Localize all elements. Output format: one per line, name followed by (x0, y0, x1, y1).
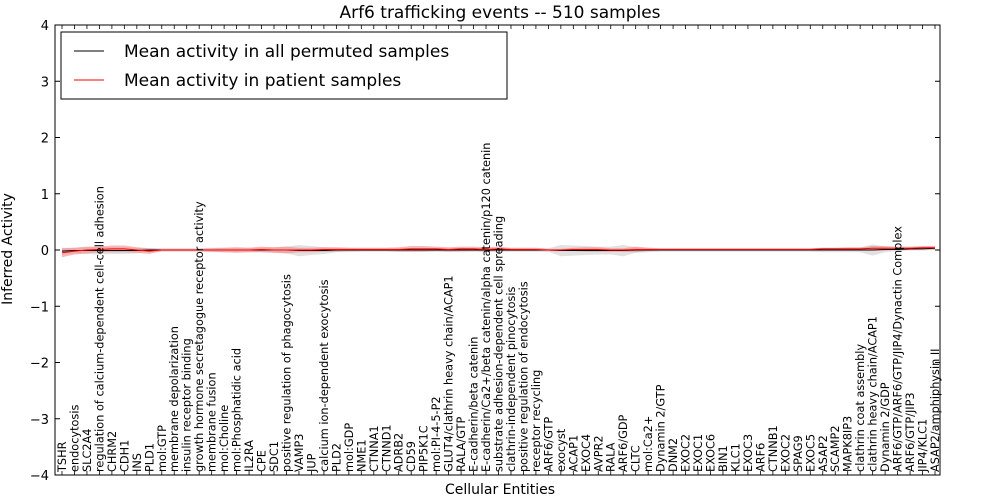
category-label: clathrin coat assembly (854, 344, 867, 472)
category-label: clathrin heavy chain/ACAP1 (867, 316, 880, 472)
category-label: mol:GTP (156, 425, 169, 472)
category-label: IL2RA (243, 440, 256, 472)
category-label: mol:GDP (343, 423, 356, 472)
category-label: E-cadherin/Ca2+/beta catenin/alpha caten… (480, 143, 493, 472)
category-label: KLC1 (729, 443, 742, 472)
category-label: growth hormone secretagogue receptor act… (193, 201, 206, 472)
y-tick-label: −1 (30, 300, 49, 315)
legend-label-permuted: Mean activity in all permuted samples (124, 42, 449, 62)
plot-frame (54, 24, 941, 476)
y-axis-title: Inferred Activity (0, 193, 16, 305)
y-axis-ticks: −4 −3 −2 −1 0 1 2 3 4 (30, 19, 940, 484)
category-label: membrane depolarization (168, 326, 181, 472)
category-label: CLTC (630, 445, 643, 472)
category-label: EXOC6 (705, 434, 718, 472)
category-label: CDH1 (118, 440, 131, 472)
y-tick-label: −4 (30, 469, 49, 484)
category-label: EXOC1 (692, 434, 705, 472)
category-label: JUP (305, 453, 318, 473)
category-label: E-cadherin/beta catenin (468, 337, 481, 472)
category-label: NME1 (355, 439, 368, 472)
category-label: receptor recycling (530, 370, 543, 472)
category-label: ARF6 (754, 443, 767, 472)
category-label: EXOC2 (680, 434, 693, 472)
category-label: EXOC3 (742, 434, 755, 472)
line-patient (61, 247, 935, 254)
category-label: regulation of calcium-dependent cell-cel… (93, 186, 106, 472)
category-label: SDC1 (268, 441, 281, 472)
category-label: PLD1 (143, 443, 156, 472)
category-label: CPE (256, 450, 269, 472)
y-tick-label: −2 (30, 357, 49, 372)
category-label: clathrin-independent pinocytosis (505, 286, 518, 472)
legend-box (60, 31, 508, 100)
category-label: substrate adhesion-dependent cell spread… (493, 216, 506, 472)
category-label: positive regulation of phagocytosis (280, 274, 293, 472)
category-label: GLUT4/clathrin heavy chain/ACAP1 (443, 275, 456, 472)
category-label: RALA (605, 442, 618, 472)
category-label: CTNNB1 (767, 425, 780, 472)
y-tick-label: 2 (41, 132, 49, 147)
category-label: CHRM2 (106, 431, 119, 472)
category-label: Dynamin 2/GTP (655, 384, 668, 472)
legend-label-patient: Mean activity in patient samples (124, 71, 401, 91)
category-label: mol:Ca2+ (642, 416, 655, 472)
category-label: ASAP2 (817, 435, 830, 472)
category-label: ARF6/GTP/ARF6/GTP/JIP4/Dynactin Complex (892, 226, 905, 472)
category-label: ARF6/GTP (542, 417, 555, 472)
category-label: mol:PI-4-5-P2 (430, 396, 443, 472)
category-label: MAPK8IP3 (842, 416, 855, 472)
y-tick-label: 0 (41, 244, 49, 259)
category-label: RALA/GTP (455, 417, 468, 472)
category-label: VAMP3 (293, 434, 306, 472)
category-label: EXOC4 (580, 434, 593, 472)
category-label: INS (131, 453, 144, 472)
category-label: CTNNA1 (368, 425, 381, 472)
category-label: endocytosis (68, 405, 81, 472)
y-tick-label: 4 (41, 19, 49, 34)
category-label: JIP4/KLC1 (917, 419, 930, 473)
category-label: SPAG9 (792, 435, 805, 472)
category-label: SCAMP2 (829, 425, 842, 472)
category-label: exocyst (555, 428, 568, 472)
y-tick-label: 3 (41, 75, 49, 90)
category-label: ADRB2 (393, 433, 406, 472)
category-label: BIN1 (717, 445, 730, 472)
y-tick-label: 1 (41, 188, 49, 203)
category-label: ACAP1 (567, 435, 580, 472)
series-lines (61, 247, 936, 254)
category-label: positive regulation of endocytosis (517, 281, 530, 472)
category-label: calcium ion-dependent exocytosis (318, 279, 331, 472)
x-axis-ticks (61, 25, 936, 475)
category-label: EXOC5 (804, 434, 817, 472)
chart-title: Arf6 trafficking events -- 510 samples (339, 3, 660, 23)
category-label: TSHR (56, 441, 69, 473)
category-label: ARF6/GTP/JIP3 (904, 392, 917, 472)
category-label: CTNND1 (380, 424, 393, 472)
category-label: DNM2 (667, 438, 680, 472)
y-tick-label: −3 (30, 413, 49, 428)
category-label: mol:Phosphatidic acid (231, 348, 244, 472)
category-label: membrane fusion (206, 372, 219, 472)
category-label: AVPR2 (592, 435, 605, 472)
category-label: CD59 (405, 441, 418, 472)
category-label: Dynamin 2/GDP (879, 382, 892, 472)
legend: Mean activity in all permuted samples Me… (60, 31, 508, 100)
category-label: EXOC2 (779, 434, 792, 472)
category-label: PIP5K1C (418, 425, 431, 472)
category-label: ASAP2/amphiphysin II (929, 349, 942, 473)
category-label: ARF6/GDP (617, 414, 630, 472)
category-label: mol:Choline (218, 405, 231, 472)
x-axis-title: Cellular Entities (445, 482, 555, 498)
band-patient (62, 245, 935, 258)
category-label: PLD2 (330, 443, 343, 472)
category-labels: TSHR endocytosis SLC2A4 regulation of calci… (56, 143, 942, 473)
category-label: insulin receptor binding (181, 338, 194, 472)
category-label: SLC2A4 (81, 429, 94, 472)
